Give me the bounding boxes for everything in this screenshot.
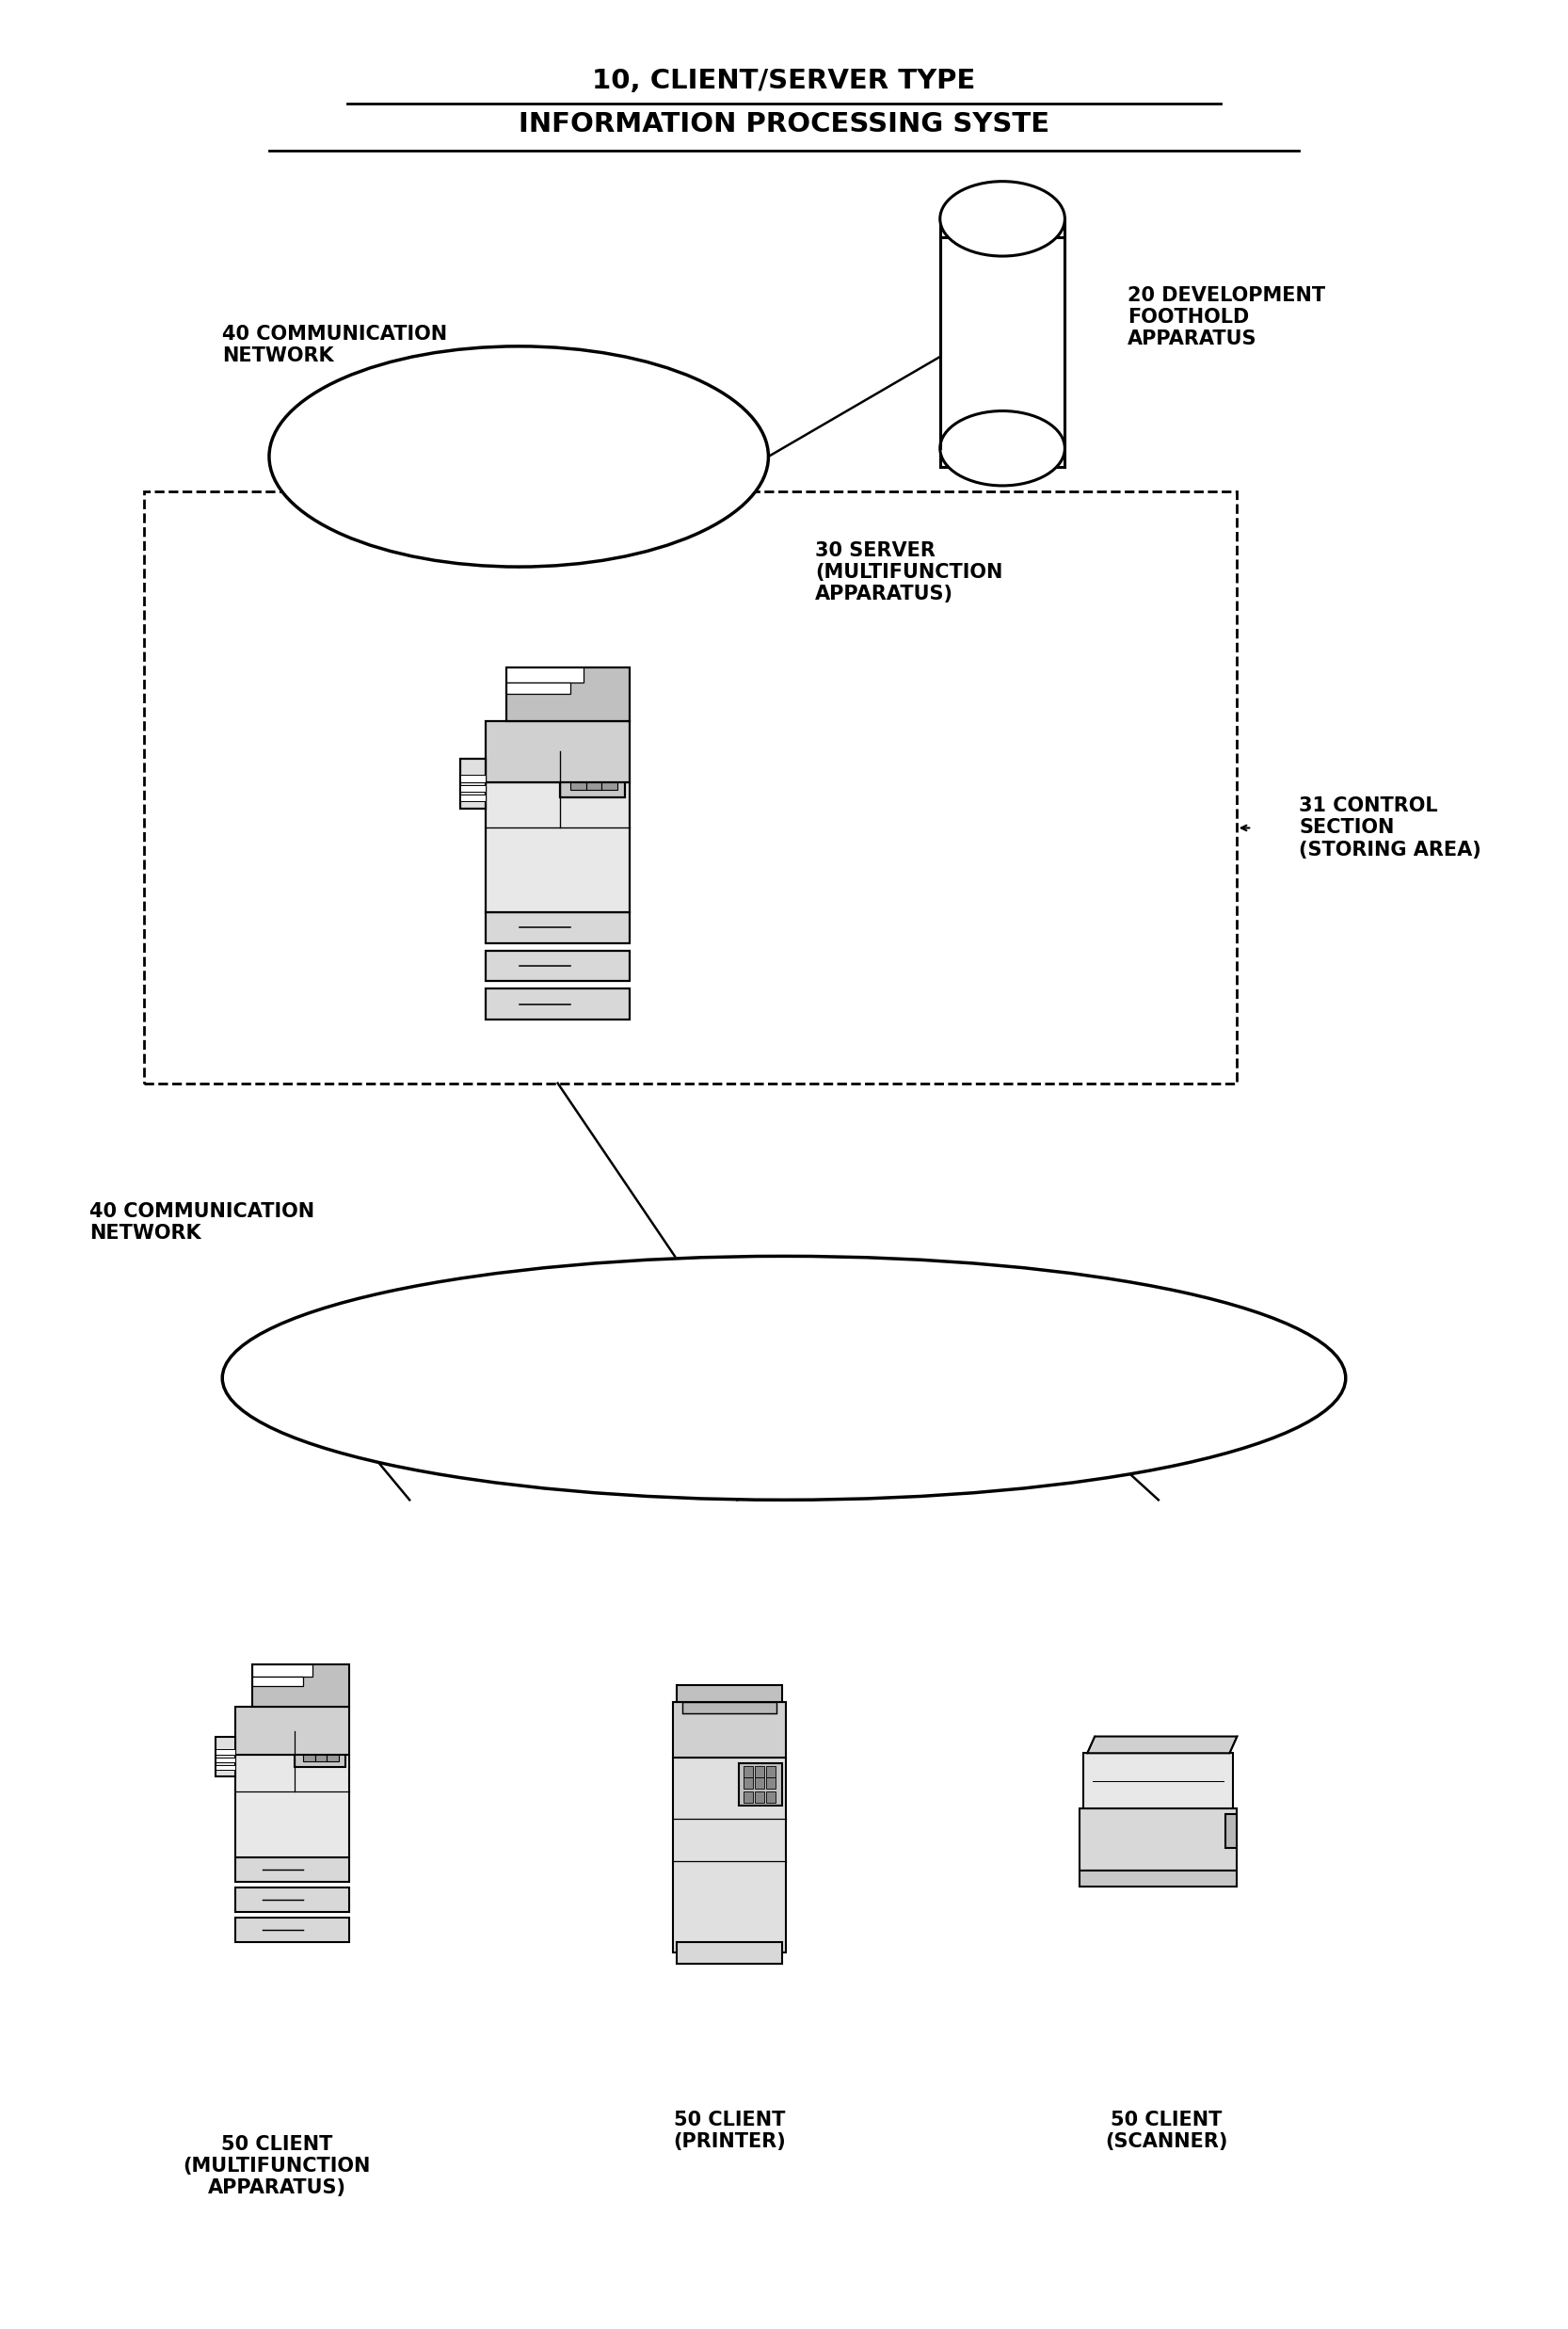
Polygon shape [315,1747,328,1761]
Polygon shape [743,1777,753,1789]
Polygon shape [743,1791,753,1803]
Polygon shape [459,785,486,792]
Bar [939,238,1065,468]
Polygon shape [506,666,583,682]
Ellipse shape [939,182,1065,256]
Polygon shape [1080,1810,1237,1870]
Polygon shape [235,1919,350,1942]
Polygon shape [459,794,486,801]
Polygon shape [506,682,571,694]
Polygon shape [677,1686,782,1702]
Text: 40 COMMUNICATION
NETWORK: 40 COMMUNICATION NETWORK [223,324,447,366]
Polygon shape [739,1763,782,1805]
Text: 50 CLIENT
(MULTIFUNCTION
APPARATUS): 50 CLIENT (MULTIFUNCTION APPARATUS) [183,2136,370,2199]
Polygon shape [235,1889,350,1912]
Polygon shape [235,1756,350,1859]
Polygon shape [486,720,630,783]
Polygon shape [252,1677,303,1686]
Polygon shape [215,1737,235,1777]
Polygon shape [765,1765,775,1777]
Polygon shape [486,990,630,1020]
Polygon shape [560,752,624,797]
Polygon shape [677,1942,782,1963]
Text: 10, CLIENT/SERVER TYPE: 10, CLIENT/SERVER TYPE [593,68,975,93]
Text: 31 CONTROL
SECTION
(STORING AREA): 31 CONTROL SECTION (STORING AREA) [1298,797,1482,859]
Text: 30 SERVER
(MULTIFUNCTION
APPARATUS): 30 SERVER (MULTIFUNCTION APPARATUS) [815,540,1004,603]
Polygon shape [586,771,602,790]
Polygon shape [506,666,630,720]
Text: 40 COMMUNICATION
NETWORK: 40 COMMUNICATION NETWORK [89,1202,315,1244]
Polygon shape [682,1702,776,1714]
Polygon shape [673,1758,786,1952]
Polygon shape [754,1791,764,1803]
Polygon shape [571,771,586,790]
Polygon shape [215,1749,235,1756]
Polygon shape [1226,1814,1237,1847]
Text: INFORMATION PROCESSING SYSTE: INFORMATION PROCESSING SYSTE [519,112,1049,137]
Polygon shape [602,771,616,790]
Polygon shape [215,1756,235,1763]
Polygon shape [459,776,486,783]
Polygon shape [1083,1754,1234,1810]
Text: 50 CLIENT
(PRINTER): 50 CLIENT (PRINTER) [673,2110,786,2152]
Polygon shape [295,1730,345,1768]
Polygon shape [215,1765,235,1770]
Polygon shape [486,913,630,943]
Polygon shape [459,759,486,808]
Polygon shape [486,950,630,981]
Polygon shape [1080,1870,1237,1886]
Polygon shape [235,1707,350,1756]
Polygon shape [252,1665,350,1707]
Polygon shape [765,1791,775,1803]
Polygon shape [303,1747,315,1761]
Polygon shape [754,1765,764,1777]
Polygon shape [765,1777,775,1789]
Ellipse shape [939,410,1065,487]
Polygon shape [328,1747,339,1761]
Text: 20 DEVELOPMENT
FOOTHOLD
APPARATUS: 20 DEVELOPMENT FOOTHOLD APPARATUS [1127,286,1325,349]
Polygon shape [252,1665,314,1677]
Polygon shape [754,1777,764,1789]
Polygon shape [235,1859,350,1882]
Polygon shape [1087,1737,1237,1754]
Bar [144,491,1237,1083]
Ellipse shape [223,1255,1345,1500]
Polygon shape [486,783,630,913]
Ellipse shape [270,347,768,566]
Text: 50 CLIENT
(SCANNER): 50 CLIENT (SCANNER) [1105,2110,1228,2152]
Polygon shape [673,1702,786,1758]
Polygon shape [743,1765,753,1777]
